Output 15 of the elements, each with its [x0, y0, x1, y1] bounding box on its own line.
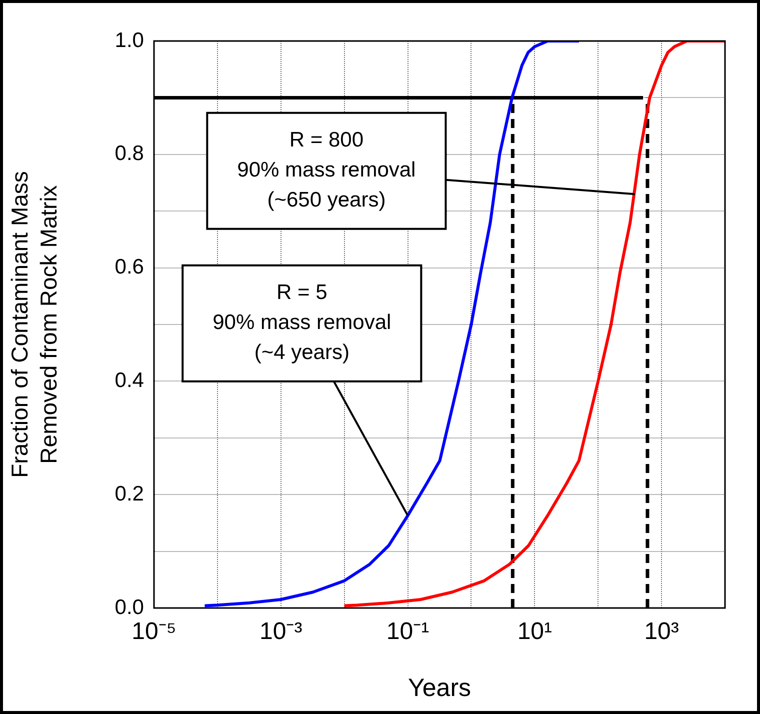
- y-tick-label: 0.0: [114, 596, 144, 619]
- x-tick-label: 10⁻¹: [386, 618, 430, 646]
- annotation: R = 800 90% mass removal (~650 years): [237, 128, 416, 212]
- y-tick-label: 0.4: [114, 368, 144, 392]
- x-tick-label: 10⁻³: [260, 618, 302, 646]
- y-tick-label: 0.2: [114, 482, 144, 506]
- y-tick-label: 0.8: [114, 142, 144, 166]
- y-tick-label: 0.6: [114, 256, 144, 279]
- x-tick-label: 10³: [644, 618, 679, 646]
- annotation: R = 5 90% mass removal (~4 years): [212, 281, 392, 364]
- x-axis-title: Years: [408, 674, 472, 702]
- y-axis-title: Fraction of Contaminant Mass Removed from Rock Matrix: [6, 171, 62, 478]
- x-tick-label: 10¹: [517, 618, 552, 646]
- x-tick-label: 10⁻⁵: [132, 618, 176, 646]
- y-tick-label: 1.0: [114, 28, 144, 52]
